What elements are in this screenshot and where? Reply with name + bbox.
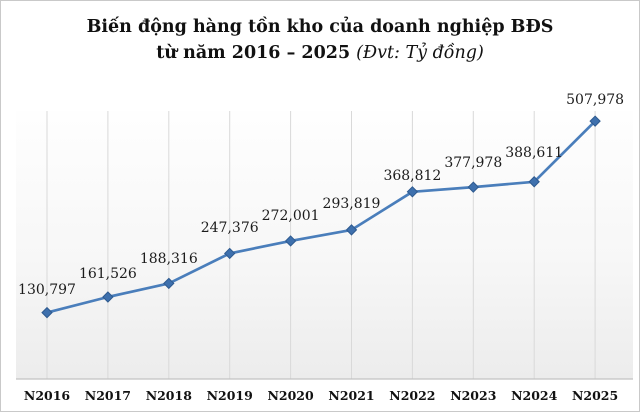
data-label: 161,526 xyxy=(78,266,137,282)
series-line xyxy=(45,119,597,314)
x-axis-label: N2018 xyxy=(145,388,192,403)
data-label: 130,797 xyxy=(18,281,76,298)
x-axis-label: N2020 xyxy=(267,388,314,403)
x-axis-label: N2022 xyxy=(389,388,436,403)
chart-title-line2: từ năm 2016 – 2025 (Đvt: Tỷ đồng) xyxy=(1,40,639,66)
chart-title-range: từ năm 2016 – 2025 xyxy=(156,43,351,63)
data-point-marker xyxy=(284,235,297,247)
data-point-marker xyxy=(589,115,601,127)
data-label: 388,611 xyxy=(505,144,564,161)
data-label: 247,376 xyxy=(200,220,259,237)
data-label: 272,001 xyxy=(261,207,320,224)
data-point-marker xyxy=(41,306,53,319)
data-label: 377,978 xyxy=(444,155,503,172)
data-point-marker xyxy=(528,176,540,188)
data-label: 368,812 xyxy=(383,167,442,184)
data-label: 188,316 xyxy=(139,251,198,268)
x-axis-label: N2019 xyxy=(206,388,253,403)
data-point-marker xyxy=(223,247,236,260)
plot-area xyxy=(16,111,633,379)
chart-title: Biến động hàng tồn kho của doanh nghiệp … xyxy=(1,14,639,66)
data-point-marker xyxy=(345,224,358,236)
data-point-marker xyxy=(406,186,419,198)
x-axis-label: N2024 xyxy=(511,388,558,403)
x-axis-label: N2021 xyxy=(328,388,375,403)
x-axis-label: N2025 xyxy=(571,388,619,403)
data-label: 507,978 xyxy=(566,92,625,109)
chart-title-line1: Biến động hàng tồn kho của doanh nghiệp … xyxy=(86,17,554,37)
chart-title-unit: (Đvt: Tỷ đồng) xyxy=(356,43,484,63)
data-point-marker xyxy=(163,277,175,290)
data-label: 293,819 xyxy=(322,195,381,212)
data-point-marker xyxy=(467,181,480,193)
x-axis-label: N2017 xyxy=(84,388,131,403)
x-axis-label: N2016 xyxy=(23,388,71,403)
x-axis-label: N2023 xyxy=(450,388,497,403)
data-point-marker xyxy=(102,291,114,303)
